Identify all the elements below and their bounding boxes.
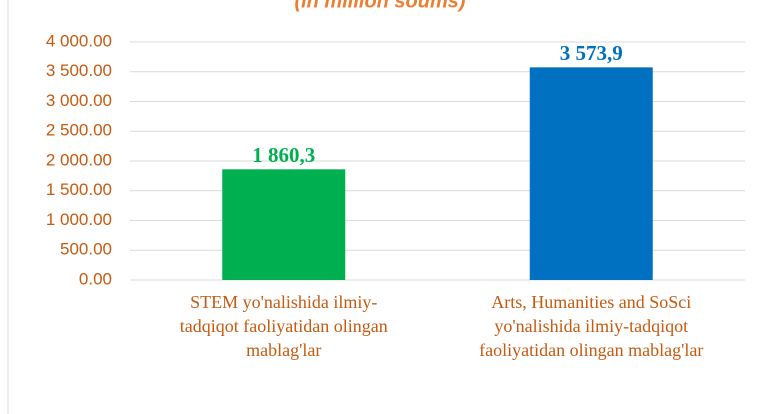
y-tick-label: 1 000.00 — [46, 210, 112, 229]
x-tick-label: STEM yo'nalishida ilmiy-tadqiqot faoliya… — [179, 292, 388, 360]
bar — [529, 67, 653, 280]
y-tick-label: 0.00 — [79, 269, 112, 288]
value-label: 3 573,9 — [560, 41, 623, 65]
y-tick-label: 2 000.00 — [46, 150, 112, 169]
bar — [222, 169, 346, 280]
y-tick-label: 3 000.00 — [46, 91, 112, 110]
y-tick-label: 2 500.00 — [46, 121, 112, 140]
x-tick-label: Arts, Humanities and SoSci yo'nalishida … — [479, 292, 704, 360]
y-tick-label: 4 000.00 — [46, 31, 112, 50]
y-tick-label: 500.00 — [60, 240, 112, 259]
chart-title: (in million soums) — [294, 0, 465, 12]
value-label: 1 860,3 — [252, 143, 315, 167]
y-tick-label: 3 500.00 — [46, 61, 112, 80]
y-tick-label: 1 500.00 — [46, 180, 112, 199]
